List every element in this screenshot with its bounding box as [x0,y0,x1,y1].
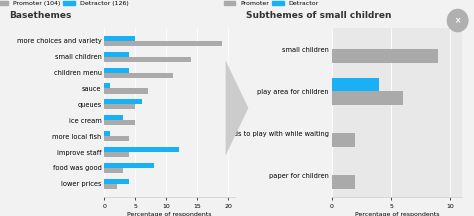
Bar [104,147,179,152]
Bar [332,91,403,105]
Bar [104,115,123,120]
Legend: Promoter (104), Detractor (126): Promoter (104), Detractor (126) [0,1,128,6]
Bar [104,99,142,104]
Bar [332,175,356,189]
Circle shape [447,9,469,32]
Text: Basethemes: Basethemes [9,11,72,20]
Bar [104,89,148,94]
Bar [104,184,117,189]
Bar [332,78,379,91]
Legend: Promoter, Detractor: Promoter, Detractor [224,1,319,6]
Bar [104,52,129,57]
Bar [104,57,191,62]
Bar [104,152,129,157]
Bar [104,68,129,73]
Bar [104,41,222,46]
Bar [104,131,110,136]
Bar [332,133,356,147]
Bar [332,49,438,63]
Bar [104,120,135,125]
Bar [104,73,173,78]
Bar [104,168,123,173]
Bar [104,136,129,141]
Text: ×: × [455,16,461,25]
Bar [104,36,135,41]
X-axis label: Percentage of respondents: Percentage of respondents [127,212,212,216]
Bar [104,163,154,168]
X-axis label: Percentage of respondents: Percentage of respondents [355,212,439,216]
Text: Subthemes of small children: Subthemes of small children [246,11,392,20]
Bar [104,104,135,110]
Bar [104,83,110,89]
Bar [104,179,129,184]
